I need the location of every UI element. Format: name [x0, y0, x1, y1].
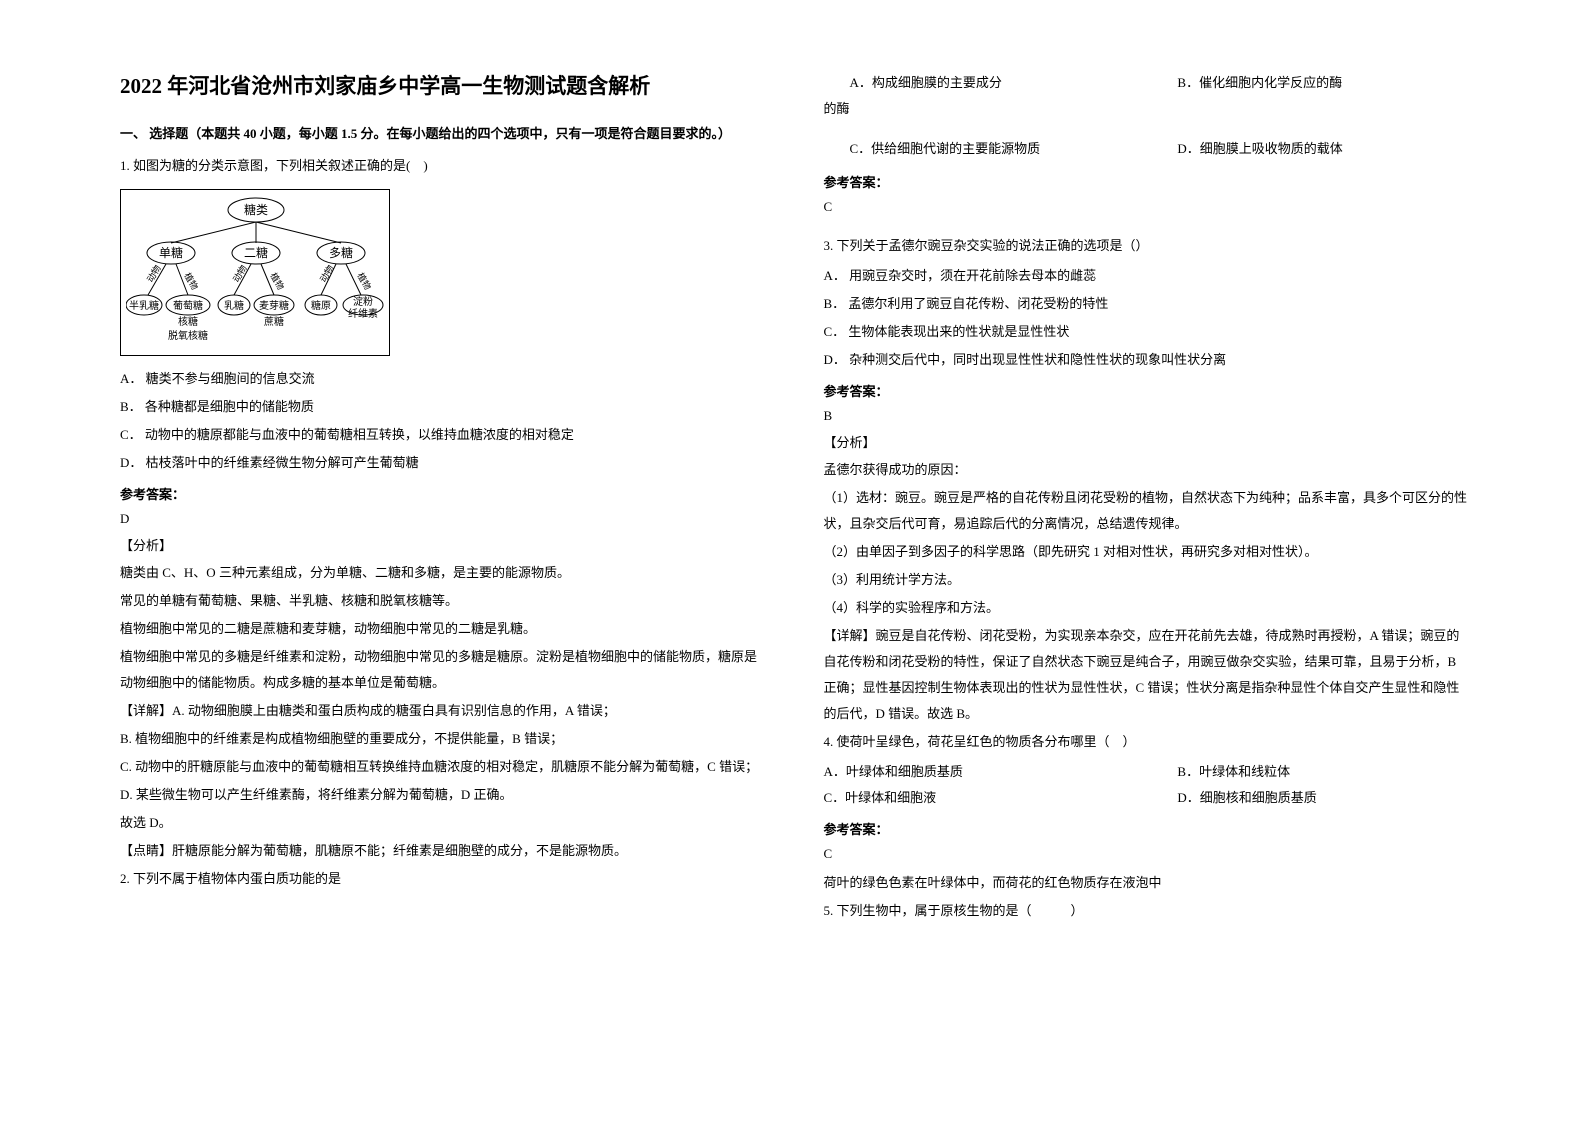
q1-diagram: 糖类 单糖 二糖 多糖 动物 植物 动物 植物 动物 植物 半乳糖 [120, 189, 390, 356]
q3-analysis-2: （2）由单因子到多因子的科学思路（即先研究 1 对相对性状，再研究多对相对性状）… [824, 539, 1468, 565]
svg-text:蔗糖: 蔗糖 [264, 315, 284, 328]
q1-option-d: D． 枯枝落叶中的纤维素经微生物分解可产生葡萄糖 [120, 450, 764, 476]
q1-text: 1. 如图为糖的分类示意图，下列相关叙述正确的是( ) [120, 153, 764, 179]
q4-answer-header: 参考答案： [824, 819, 1468, 838]
q2-trailing: 的酶 [824, 96, 1468, 122]
q3-analysis-3: （3）利用统计学方法。 [824, 567, 1468, 593]
svg-text:葡萄糖: 葡萄糖 [173, 299, 203, 312]
q4-options-ab: A．叶绿体和细胞质基质 B．叶绿体和线粒体 [824, 759, 1468, 785]
svg-text:纤维素: 纤维素 [348, 307, 378, 320]
q4-option-a: A．叶绿体和细胞质基质 [824, 759, 1178, 785]
svg-text:脱氧核糖: 脱氧核糖 [168, 329, 208, 342]
q2-options-cd: C．供给细胞代谢的主要能源物质 D．细胞膜上吸收物质的载体 [824, 136, 1468, 162]
q3-analysis-header: 【分析】 [824, 432, 1468, 451]
q5-text: 5. 下列生物中，属于原核生物的是（ ） [824, 898, 1468, 924]
q1-analysis-1: 糖类由 C、H、O 三种元素组成，分为单糖、二糖和多糖，是主要的能源物质。 [120, 560, 764, 586]
q4-option-b: B．叶绿体和线粒体 [1177, 759, 1467, 785]
q1-analysis-4: 植物细胞中常见的多糖是纤维素和淀粉，动物细胞中常见的多糖是糖原。淀粉是植物细胞中… [120, 644, 764, 696]
svg-text:糖原: 糖原 [311, 299, 331, 312]
q3-option-d: D． 杂种测交后代中，同时出现显性性状和隐性性状的现象叫性状分离 [824, 347, 1468, 373]
svg-text:核糖: 核糖 [178, 315, 198, 328]
svg-text:糖类: 糖类 [244, 202, 268, 217]
q3-option-c: C． 生物体能表现出来的性状就是显性性状 [824, 319, 1468, 345]
q4-answer: C [824, 846, 1468, 862]
q1-option-c: C． 动物中的糖原都能与血液中的葡萄糖相互转换，以维持血糖浓度的相对稳定 [120, 422, 764, 448]
q2-option-d: D．细胞膜上吸收物质的载体 [1177, 136, 1467, 162]
svg-text:淀粉: 淀粉 [353, 295, 373, 308]
svg-text:多糖: 多糖 [329, 245, 353, 260]
q1-option-b: B． 各种糖都是细胞中的储能物质 [120, 394, 764, 420]
q1-analysis-2: 常见的单糖有葡萄糖、果糖、半乳糖、核糖和脱氧核糖等。 [120, 588, 764, 614]
q1-answer: D [120, 511, 764, 527]
q2-text: 2. 下列不属于植物体内蛋白质功能的是 [120, 866, 764, 892]
q4-explanation: 荷叶的绿色色素在叶绿体中，而荷花的红色物质存在液泡中 [824, 870, 1468, 896]
q1-detail-conclusion: 故选 D。 [120, 810, 764, 836]
q1-detail-c: C. 动物中的肝糖原能与血液中的葡萄糖相互转换维持血糖浓度的相对稳定，肌糖原不能… [120, 754, 764, 780]
q3-answer: B [824, 408, 1468, 424]
q2-answer-header: 参考答案： [824, 172, 1468, 191]
svg-text:二糖: 二糖 [244, 245, 268, 260]
q1-option-a: A． 糖类不参与细胞间的信息交流 [120, 366, 764, 392]
q3-analysis-intro: 孟德尔获得成功的原因： [824, 457, 1468, 483]
q2-answer: C [824, 199, 1468, 215]
section-1-header: 一、 选择题（本题共 40 小题，每小题 1.5 分。在每小题给出的四个选项中，… [120, 122, 764, 145]
q1-tip: 【点睛】肝糖原能分解为葡萄糖，肌糖原不能；纤维素是细胞壁的成分，不是能源物质。 [120, 838, 764, 864]
q1-detail-d: D. 某些微生物可以产生纤维素酶，将纤维素分解为葡萄糖，D 正确。 [120, 782, 764, 808]
q3-option-a: A． 用豌豆杂交时，须在开花前除去母本的雌蕊 [824, 263, 1468, 289]
q4-options-cd: C．叶绿体和细胞液 D．细胞核和细胞质基质 [824, 785, 1468, 811]
page-title: 2022 年河北省沧州市刘家庙乡中学高一生物测试题含解析 [120, 70, 764, 100]
q3-analysis-1: （1）选材：豌豆。豌豆是严格的自花传粉且闭花受粉的植物，自然状态下为纯种；品系丰… [824, 485, 1468, 537]
q1-detail-a: 【详解】A. 动物细胞膜上由糖类和蛋白质构成的糖蛋白具有识别信息的作用，A 错误… [120, 698, 764, 724]
svg-text:半乳糖: 半乳糖 [129, 299, 159, 312]
q4-option-c: C．叶绿体和细胞液 [824, 785, 1178, 811]
q3-analysis-4: （4）科学的实验程序和方法。 [824, 595, 1468, 621]
q3-detail: 【详解】豌豆是自花传粉、闭花受粉，为实现亲本杂交，应在开花前先去雄，待成熟时再授… [824, 623, 1468, 727]
q1-answer-header: 参考答案： [120, 484, 764, 503]
q3-answer-header: 参考答案： [824, 381, 1468, 400]
sugar-classification-diagram: 糖类 单糖 二糖 多糖 动物 植物 动物 植物 动物 植物 半乳糖 [126, 195, 386, 350]
q2-option-c: C．供给细胞代谢的主要能源物质 [824, 136, 1178, 162]
q4-option-d: D．细胞核和细胞质基质 [1177, 785, 1467, 811]
q2-option-a: A．构成细胞膜的主要成分 [824, 70, 1178, 96]
q1-analysis-3: 植物细胞中常见的二糖是蔗糖和麦芽糖，动物细胞中常见的二糖是乳糖。 [120, 616, 764, 642]
q1-detail-b: B. 植物细胞中的纤维素是构成植物细胞壁的重要成分，不提供能量，B 错误； [120, 726, 764, 752]
svg-text:乳糖: 乳糖 [224, 299, 244, 312]
q2-option-b-partial: B．催化细胞内化学反应的酶 [1177, 70, 1467, 96]
q4-text: 4. 使荷叶呈绿色，荷花呈红色的物质各分布哪里（ ） [824, 729, 1468, 755]
q1-analysis-header: 【分析】 [120, 535, 764, 554]
svg-text:单糖: 单糖 [159, 245, 183, 260]
svg-text:麦芽糖: 麦芽糖 [259, 299, 289, 312]
svg-text:动物: 动物 [317, 263, 336, 284]
q3-text: 3. 下列关于孟德尔豌豆杂交实验的说法正确的选项是（） [824, 233, 1468, 259]
q3-option-b: B． 孟德尔利用了豌豆自花传粉、闭花受粉的特性 [824, 291, 1468, 317]
q2-options-ab: A．构成细胞膜的主要成分 B．催化细胞内化学反应的酶 [824, 70, 1468, 96]
